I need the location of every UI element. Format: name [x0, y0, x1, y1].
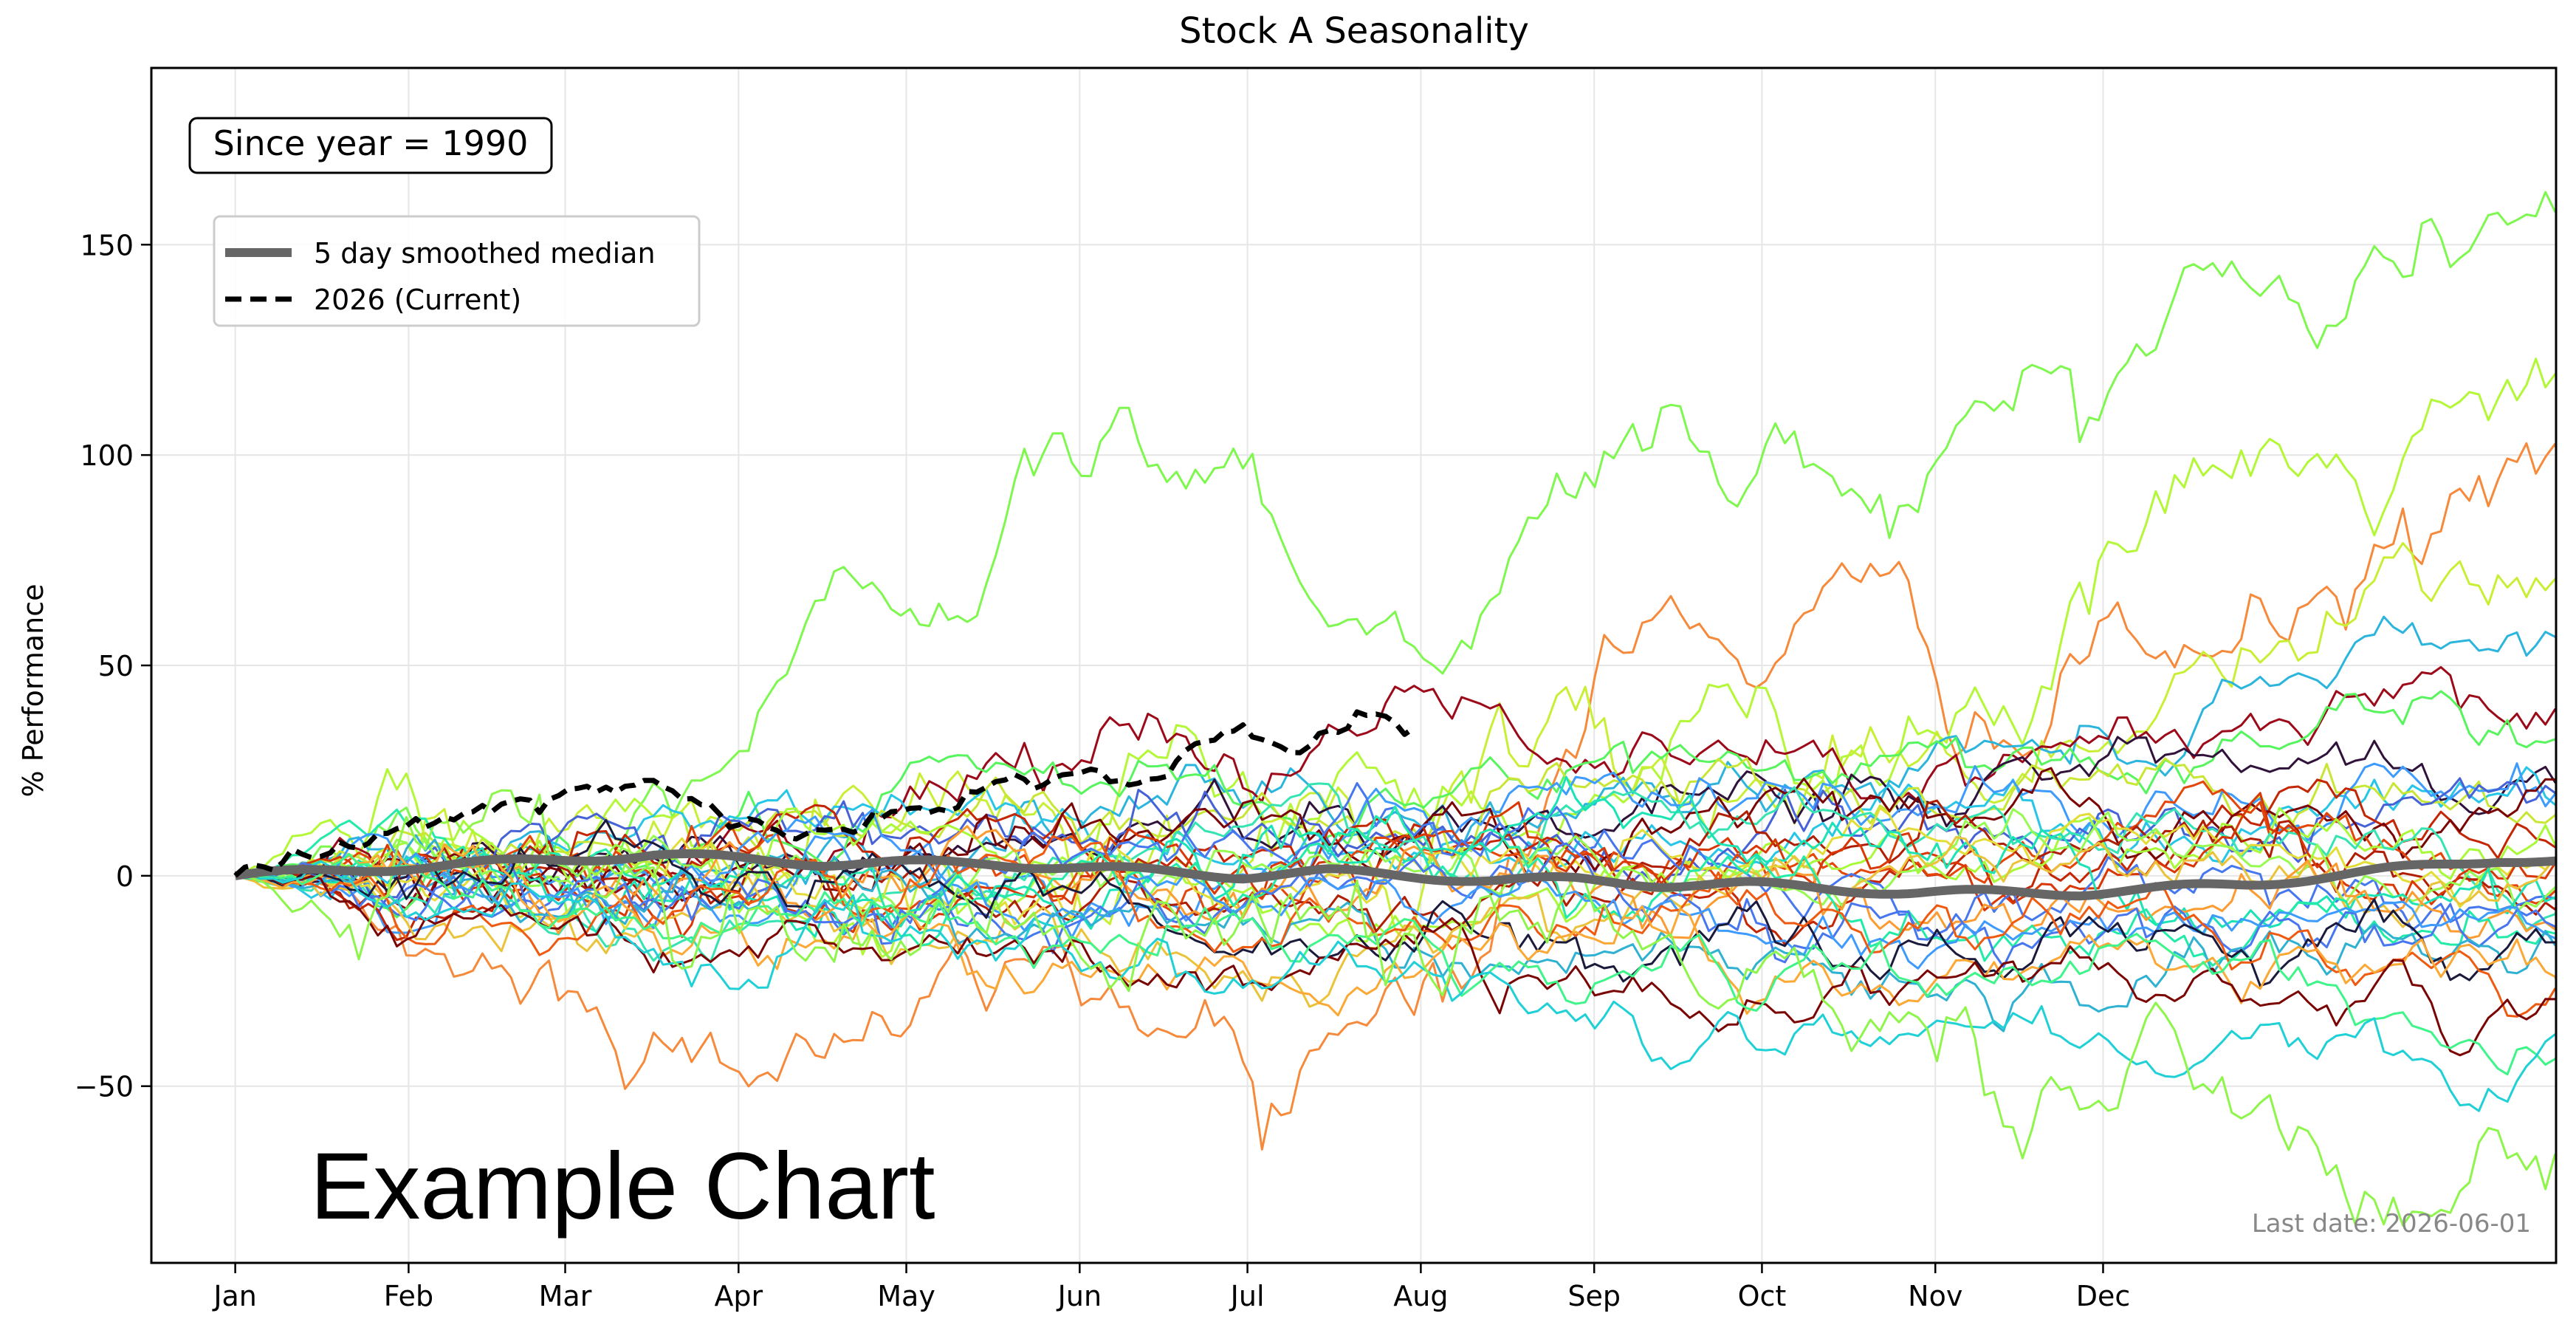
x-tick-label: Feb — [384, 1280, 433, 1312]
x-tick-label: Apr — [714, 1280, 763, 1312]
chart-title: Stock A Seasonality — [1179, 10, 1529, 52]
x-tick-label: Mar — [539, 1280, 592, 1312]
example-chart-text: Example Chart — [310, 1134, 935, 1239]
x-tick-label: Aug — [1393, 1280, 1448, 1312]
year-line-2018 — [235, 775, 2556, 938]
year-line-1992 — [235, 665, 2556, 910]
year-line-2002 — [235, 782, 2556, 964]
since-year-text: Since year = 1990 — [213, 123, 529, 163]
year-line-2009 — [235, 191, 2556, 918]
last-date-text: Last date: 2026-06-01 — [2252, 1209, 2531, 1239]
x-axis-ticks: Jan Feb Mar Apr May Jun Jul Aug Sep Oct Nov Dec — [212, 1263, 2130, 1312]
x-tick-label: Sep — [1567, 1280, 1621, 1312]
median-line — [234, 849, 2556, 901]
y-axis-label: % Performance — [17, 584, 49, 798]
x-tick-label: Dec — [2076, 1280, 2131, 1312]
plot-area: 2009199920072005201619922010202520172003… — [75, 66, 2558, 1312]
year-line-2011 — [235, 853, 2556, 1076]
year-line-2015 — [235, 860, 2556, 1112]
year-line-2007 — [235, 357, 2556, 959]
year-line-1993 — [235, 778, 2556, 945]
legend-label: 5 day smoothed median — [314, 237, 656, 270]
legend-frame — [213, 215, 701, 327]
y-tick-label: −50 — [75, 1071, 134, 1103]
current-year-line — [233, 709, 1416, 878]
year-line-1997 — [235, 835, 2556, 1018]
x-tick-label: Jul — [1229, 1280, 1265, 1312]
y-tick-label: 50 — [98, 650, 134, 682]
year-line-2013 — [235, 825, 2556, 939]
since-year-box: Since year = 1990 — [188, 117, 553, 174]
year-line-1999 — [235, 442, 2556, 1151]
x-tick-label: Nov — [1908, 1280, 1962, 1312]
x-tick-label: Oct — [1738, 1280, 1787, 1312]
legend-label: 2026 (Current) — [314, 284, 521, 316]
y-tick-label: 100 — [80, 439, 134, 472]
x-tick-label: Jan — [212, 1280, 257, 1312]
year-series-group — [233, 191, 2556, 1227]
x-tick-label: Jun — [1057, 1280, 1102, 1312]
year-line-1991 — [235, 799, 2556, 933]
year-line-2008 — [235, 789, 2556, 1227]
since-year-box-frame — [188, 117, 553, 174]
legend: 5 day smoothed median 2026 (Current) — [213, 215, 701, 327]
y-tick-label: 150 — [80, 229, 134, 261]
year-line-1998 — [235, 777, 2556, 915]
year-line-2021 — [235, 842, 2556, 968]
x-tick-label: May — [877, 1280, 935, 1312]
y-tick-label: 0 — [116, 860, 134, 893]
y-axis-ticks: −50 0 50 100 150 — [75, 229, 151, 1103]
